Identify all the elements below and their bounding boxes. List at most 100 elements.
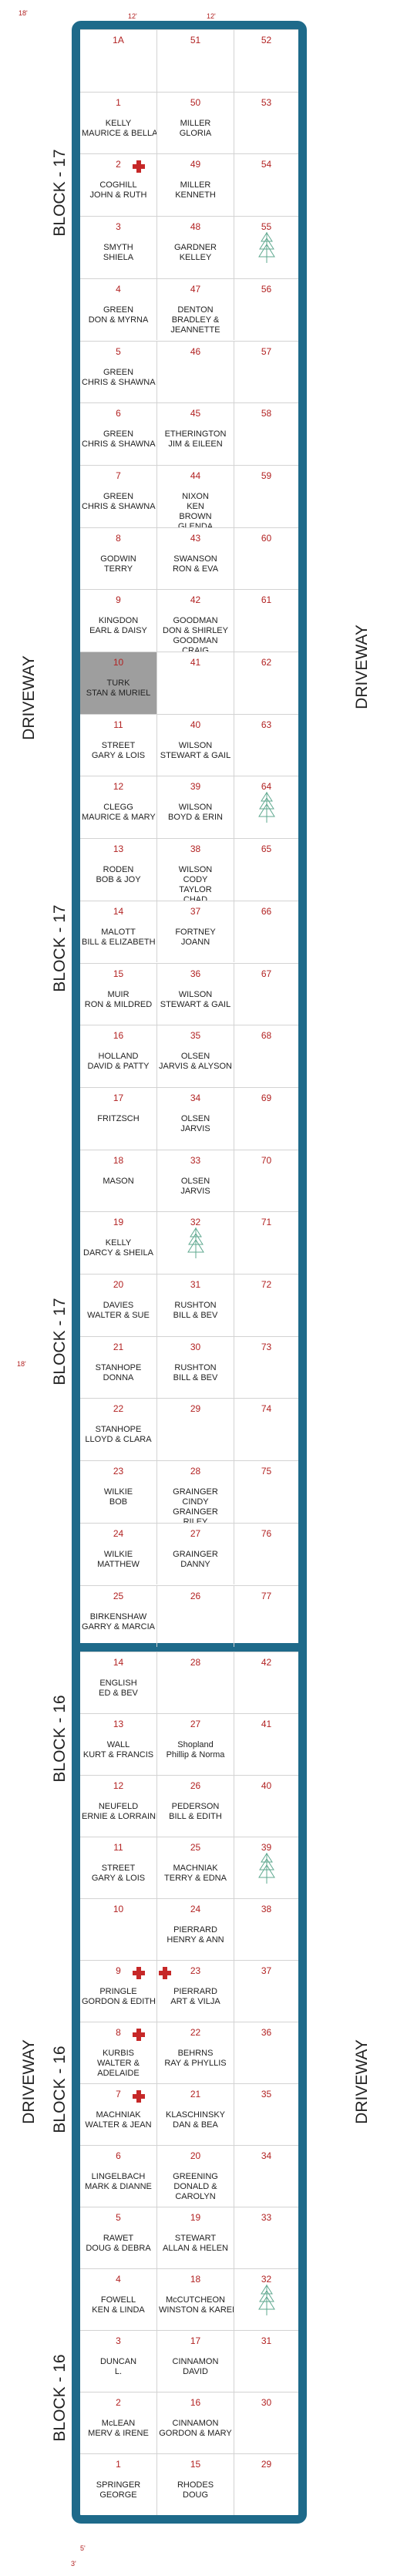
plot-43[interactable]: 43 SWANSON RON & EVA: [157, 527, 234, 590]
plot-2[interactable]: 2 McLEAN MERV & IRENE: [80, 2392, 157, 2453]
plot-32[interactable]: 32: [234, 2269, 298, 2330]
plot-35[interactable]: 35: [234, 2084, 298, 2145]
plot-49[interactable]: 49 MILLER KENNETH: [157, 154, 234, 217]
plot-51[interactable]: 51: [157, 30, 234, 92]
plot-14[interactable]: 14 ENGLISH ED & BEV: [80, 1652, 157, 1713]
plot-40[interactable]: 40 WILSON STEWART & GAIL: [157, 714, 234, 776]
plot-10[interactable]: 10: [80, 1899, 157, 1960]
plot-1[interactable]: 1 SPRINGER GEORGE: [80, 2454, 157, 2515]
plot-27[interactable]: 27 GRAINGER DANNY: [157, 1523, 234, 1585]
plot-14[interactable]: 14 MALOTT BILL & ELIZABETH: [80, 901, 157, 963]
plot-68[interactable]: 68: [234, 1025, 298, 1087]
plot-72[interactable]: 72: [234, 1275, 298, 1336]
plot-73[interactable]: 73: [234, 1337, 298, 1399]
plot-37[interactable]: 37 FORTNEY JOANN: [157, 901, 234, 963]
plot-16[interactable]: 16 HOLLAND DAVID & PATTY: [80, 1025, 157, 1087]
plot-17[interactable]: 17 FRITZSCH: [80, 1087, 157, 1150]
plot-46[interactable]: 46: [157, 341, 234, 403]
plot-70[interactable]: 70: [234, 1150, 298, 1212]
plot-64[interactable]: 64: [234, 776, 298, 838]
plot-41[interactable]: 41: [234, 1714, 298, 1775]
plot-11[interactable]: 11 STREET GARY & LOIS: [80, 714, 157, 776]
plot-34[interactable]: 34 OLSEN JARVIS: [157, 1087, 234, 1150]
plot-15[interactable]: 15 MUIR RON & MILDRED: [80, 963, 157, 1025]
plot-42[interactable]: 42 GOODMAN DON & SHIRLEY GOODMAN CRAIG: [157, 590, 234, 652]
plot-19[interactable]: 19 KELLY DARCY & SHEILA: [80, 1212, 157, 1274]
plot-36[interactable]: 36: [234, 2022, 298, 2083]
plot-12[interactable]: 12 NEUFELD ERNIE & LORRAINE: [80, 1776, 157, 1837]
plot-33[interactable]: 33 OLSEN JARVIS: [157, 1150, 234, 1212]
plot-24[interactable]: 24 PIERRARD HENRY & ANN: [157, 1899, 234, 1960]
plot-2[interactable]: 2 COGHILL JOHN & RUTH: [80, 154, 157, 217]
plot-8[interactable]: 8 KURBIS WALTER & ADELAIDE: [80, 2022, 157, 2083]
plot-65[interactable]: 65: [234, 839, 298, 901]
plot-28[interactable]: 28 GRAINGER CINDY GRAINGER RILEY: [157, 1461, 234, 1523]
plot-18[interactable]: 18 MASON: [80, 1150, 157, 1212]
plot-20[interactable]: 20 GREENING DONALD & CAROLYN: [157, 2146, 234, 2207]
plot-21[interactable]: 21 KLASCHINSKY DAN & BEA: [157, 2084, 234, 2145]
plot-5[interactable]: 5 RAWET DOUG & DEBRA: [80, 2207, 157, 2268]
plot-48[interactable]: 48 GARDNER KELLEY: [157, 217, 234, 278]
plot-76[interactable]: 76: [234, 1524, 298, 1585]
plot-11[interactable]: 11 STREET GARY & LOIS: [80, 1837, 157, 1898]
plot-28[interactable]: 28: [157, 1652, 234, 1713]
plot-3[interactable]: 3 DUNCAN L.: [80, 2331, 157, 2392]
plot-39[interactable]: 39: [234, 1837, 298, 1898]
plot-71[interactable]: 71: [234, 1212, 298, 1274]
plot-19[interactable]: 19 STEWART ALLAN & HELEN: [157, 2207, 234, 2268]
plot-13[interactable]: 13 WALL KURT & FRANCIS: [80, 1714, 157, 1775]
plot-22[interactable]: 22 BEHRNS RAY & PHYLLIS: [157, 2022, 234, 2083]
plot-6[interactable]: 6 GREEN CHRIS & SHAWNA: [80, 403, 157, 465]
plot-45[interactable]: 45 ETHERINGTON JIM & EILEEN: [157, 403, 234, 465]
plot-42[interactable]: 42: [234, 1652, 298, 1713]
plot-16[interactable]: 16 CINNAMON GORDON & MARY: [157, 2392, 234, 2453]
plot-47[interactable]: 47 DENTON BRADLEY & JEANNETTE: [157, 278, 234, 341]
plot-38[interactable]: 38: [234, 1899, 298, 1960]
plot-37[interactable]: 37: [234, 1961, 298, 2022]
plot-9[interactable]: 9 KINGDON EARL & DAISY: [80, 590, 157, 652]
plot-7[interactable]: 7 MACHNIAK WALTER & JEAN: [80, 2084, 157, 2145]
plot-3[interactable]: 3 SMYTH SHIELA: [80, 217, 157, 278]
plot-34[interactable]: 34: [234, 2146, 298, 2207]
plot-30[interactable]: 30 RUSHTON BILL & BEV: [157, 1336, 234, 1399]
plot-15[interactable]: 15 RHODES DOUG: [157, 2454, 234, 2515]
plot-22[interactable]: 22 STANHOPE LLOYD & CLARA: [80, 1399, 157, 1461]
plot-30[interactable]: 30: [234, 2392, 298, 2453]
plot-5[interactable]: 5 GREEN CHRIS & SHAWNA: [80, 341, 157, 403]
plot-25[interactable]: 25 BIRKENSHAW GARRY & MARCIA: [80, 1585, 157, 1648]
plot-36[interactable]: 36 WILSON STEWART & GAIL: [157, 963, 234, 1025]
plot-26[interactable]: 26: [157, 1585, 234, 1648]
plot-57[interactable]: 57: [234, 342, 298, 403]
plot-54[interactable]: 54: [234, 154, 298, 216]
plot-8[interactable]: 8 GODWIN TERRY: [80, 527, 157, 590]
plot-10[interactable]: 10 TURK STAN & MURIEL: [80, 652, 157, 714]
plot-59[interactable]: 59: [234, 466, 298, 527]
plot-24[interactable]: 24 WILKIE MATTHEW: [80, 1523, 157, 1585]
plot-53[interactable]: 53: [234, 93, 298, 154]
plot-4[interactable]: 4 GREEN DON & MYRNA: [80, 278, 157, 341]
plot-69[interactable]: 69: [234, 1088, 298, 1150]
plot-29[interactable]: 29: [234, 2454, 298, 2515]
plot-4[interactable]: 4 FOWELL KEN & LINDA: [80, 2269, 157, 2330]
plot-40[interactable]: 40: [234, 1776, 298, 1837]
plot-9[interactable]: 9 PRINGLE GORDON & EDITH: [80, 1961, 157, 2022]
plot-62[interactable]: 62: [234, 652, 298, 714]
plot-33[interactable]: 33: [234, 2207, 298, 2268]
plot-60[interactable]: 60: [234, 528, 298, 590]
plot-25[interactable]: 25 MACHNIAK TERRY & EDNA: [157, 1837, 234, 1898]
plot-58[interactable]: 58: [234, 403, 298, 465]
plot-32[interactable]: 32: [157, 1212, 234, 1274]
plot-63[interactable]: 63: [234, 715, 298, 776]
plot-21[interactable]: 21 STANHOPE DONNA: [80, 1336, 157, 1399]
plot-56[interactable]: 56: [234, 279, 298, 341]
plot-67[interactable]: 67: [234, 964, 298, 1025]
plot-75[interactable]: 75: [234, 1461, 298, 1523]
plot-17[interactable]: 17 CINNAMON DAVID: [157, 2331, 234, 2392]
plot-38[interactable]: 38 WILSON CODY TAYLOR CHAD: [157, 839, 234, 901]
plot-18[interactable]: 18 McCUTCHEON WINSTON & KAREN: [157, 2269, 234, 2330]
plot-26[interactable]: 26 PEDERSON BILL & EDITH: [157, 1776, 234, 1837]
plot-31[interactable]: 31: [234, 2331, 298, 2392]
plot-29[interactable]: 29: [157, 1399, 234, 1461]
plot-66[interactable]: 66: [234, 901, 298, 963]
plot-61[interactable]: 61: [234, 590, 298, 652]
